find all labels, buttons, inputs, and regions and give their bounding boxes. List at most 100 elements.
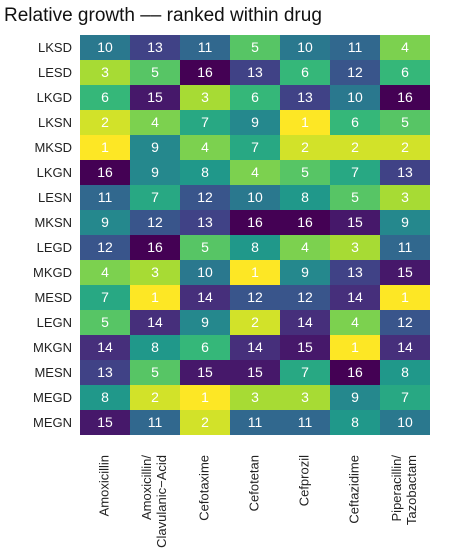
heatmap-cell xyxy=(280,185,330,210)
heatmap-cell xyxy=(280,310,330,335)
heatmap-cell xyxy=(330,185,380,210)
heatmap-cell xyxy=(280,60,330,85)
heatmap-cell xyxy=(380,185,430,210)
heatmap-cell xyxy=(280,210,330,235)
cell-value: 15 xyxy=(197,364,213,380)
cell-value: 8 xyxy=(401,364,409,380)
heatmap-cell xyxy=(130,160,180,185)
cell-value: 3 xyxy=(301,389,309,405)
heatmap-cell xyxy=(80,285,130,310)
cell-value: 11 xyxy=(398,239,413,255)
column-label: Cefprozil xyxy=(296,455,311,506)
cell-value: 4 xyxy=(401,39,409,55)
heatmap-cell xyxy=(180,85,230,110)
heatmap-cell xyxy=(280,135,330,160)
heatmap-cell xyxy=(330,210,380,235)
heatmap-cell xyxy=(80,385,130,410)
heatmap-cell xyxy=(230,310,280,335)
cell-value: 13 xyxy=(147,39,163,55)
cell-value: 7 xyxy=(251,139,259,155)
cell-value: 1 xyxy=(401,289,409,305)
cell-value: 1 xyxy=(301,114,309,130)
heatmap-cell xyxy=(330,35,380,60)
cell-value: 5 xyxy=(151,364,159,380)
cell-value: 6 xyxy=(101,89,109,105)
heatmap-cell xyxy=(330,60,380,85)
heatmap-cell xyxy=(380,135,430,160)
cell-value: 10 xyxy=(197,264,213,280)
heatmap-cell xyxy=(280,110,330,135)
heatmap-cell xyxy=(180,285,230,310)
cell-value: 1 xyxy=(351,339,359,355)
row-label: LKGD xyxy=(37,90,72,105)
cell-value: 2 xyxy=(251,314,259,330)
heatmap-cell xyxy=(80,310,130,335)
heatmap-cell xyxy=(180,60,230,85)
heatmap-cell xyxy=(130,35,180,60)
heatmap-cell xyxy=(130,310,180,335)
cell-value: 1 xyxy=(101,139,109,155)
heatmap-cell xyxy=(230,410,280,435)
cell-value: 14 xyxy=(397,339,413,355)
cell-value: 13 xyxy=(97,364,113,380)
cell-value: 3 xyxy=(201,89,209,105)
chart-title: Relative growth –– ranked within drug xyxy=(4,5,322,26)
cell-value: 16 xyxy=(397,89,413,105)
cell-value: 13 xyxy=(197,214,213,230)
heatmap-cell xyxy=(230,85,280,110)
heatmap-cell xyxy=(130,385,180,410)
cell-value: 15 xyxy=(97,414,113,430)
heatmap-cell xyxy=(280,335,330,360)
heatmap-cell xyxy=(180,310,230,335)
heatmap-cell xyxy=(80,135,130,160)
cell-value: 5 xyxy=(401,114,409,130)
heatmap-cell xyxy=(130,110,180,135)
cell-value: 14 xyxy=(297,314,313,330)
column-label: Piperacillin/ xyxy=(389,455,404,522)
heatmap-cell xyxy=(330,385,380,410)
cell-value: 16 xyxy=(147,239,163,255)
heatmap-cell xyxy=(230,360,280,385)
heatmap-cell xyxy=(130,60,180,85)
column-label: Clavulanic−Acid xyxy=(154,455,169,548)
cell-value: 5 xyxy=(351,189,359,205)
cell-value: 11 xyxy=(348,39,363,55)
heatmap-cell xyxy=(380,285,430,310)
cell-value: 14 xyxy=(147,314,163,330)
heatmap-cell xyxy=(380,410,430,435)
row-label: LKSD xyxy=(38,40,72,55)
heatmap-cell xyxy=(330,410,380,435)
cell-value: 10 xyxy=(397,414,413,430)
column-label: Cefotetan xyxy=(246,455,261,511)
cell-value: 9 xyxy=(101,214,109,230)
cell-value: 16 xyxy=(297,214,313,230)
heatmap-cell xyxy=(380,60,430,85)
cell-value: 2 xyxy=(101,114,109,130)
heatmap-cell xyxy=(380,385,430,410)
cell-value: 13 xyxy=(247,64,263,80)
heatmap-cell xyxy=(330,260,380,285)
row-label: MESD xyxy=(34,290,72,305)
cell-value: 12 xyxy=(347,64,363,80)
cell-value: 14 xyxy=(197,289,213,305)
heatmap-cell xyxy=(180,360,230,385)
cell-value: 9 xyxy=(301,264,309,280)
cell-value: 10 xyxy=(347,89,363,105)
cell-value: 2 xyxy=(401,139,409,155)
row-label: MKGN xyxy=(33,340,72,355)
cell-value: 4 xyxy=(251,164,259,180)
row-label: MEGD xyxy=(33,390,72,405)
heatmap-cell xyxy=(80,235,130,260)
cell-value: 4 xyxy=(151,114,159,130)
row-label: MKGD xyxy=(33,265,72,280)
cell-value: 4 xyxy=(101,264,109,280)
cell-value: 3 xyxy=(101,64,109,80)
heatmap-cell xyxy=(230,210,280,235)
cell-value: 5 xyxy=(251,39,259,55)
cell-value: 2 xyxy=(351,139,359,155)
cell-value: 8 xyxy=(351,414,359,430)
cell-value: 8 xyxy=(201,164,209,180)
heatmap-cell xyxy=(130,210,180,235)
row-label: LKSN xyxy=(38,115,72,130)
heatmap-cell xyxy=(230,335,280,360)
